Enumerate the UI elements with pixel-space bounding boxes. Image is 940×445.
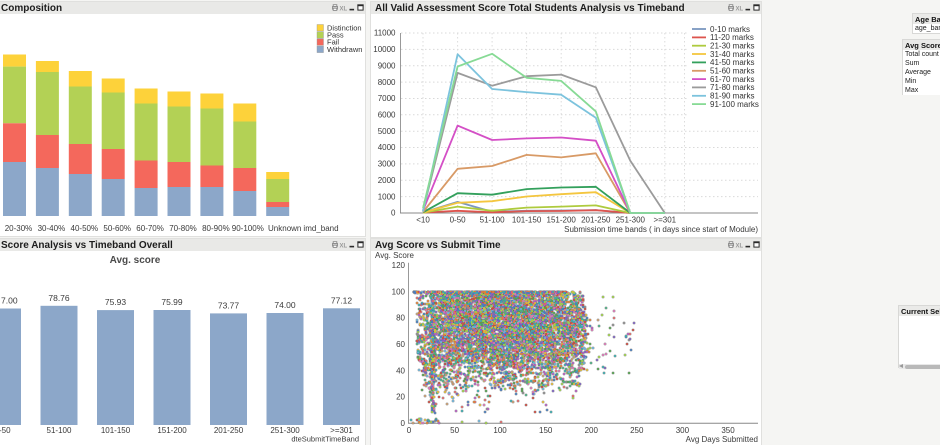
svg-text:251-300: 251-300 bbox=[616, 216, 646, 225]
svg-text:Fail: Fail bbox=[327, 38, 339, 47]
svg-text:80-90%: 80-90% bbox=[202, 224, 230, 233]
svg-text:40: 40 bbox=[396, 366, 405, 375]
svg-text:0-10 marks: 0-10 marks bbox=[710, 25, 750, 34]
svg-text:XL: XL bbox=[340, 243, 348, 249]
svg-text:0: 0 bbox=[391, 209, 396, 218]
svg-text:Submission time bands ( in day: Submission time bands ( in days since st… bbox=[564, 225, 758, 234]
svg-text:>=301: >=301 bbox=[330, 426, 353, 435]
svg-text:XL: XL bbox=[736, 6, 744, 12]
svg-text:Withdrawn: Withdrawn bbox=[327, 45, 362, 54]
svg-text:0-50: 0-50 bbox=[450, 216, 467, 225]
svg-text:Avg. Score: Avg. Score bbox=[375, 251, 415, 260]
svg-text:151-200: 151-200 bbox=[157, 426, 187, 435]
svg-text:100: 100 bbox=[493, 426, 507, 435]
svg-text:50: 50 bbox=[450, 426, 459, 435]
svg-text:<10: <10 bbox=[416, 216, 430, 225]
svg-text:71-80 marks: 71-80 marks bbox=[710, 83, 754, 92]
svg-text:dteSubmitTimeBand: dteSubmitTimeBand bbox=[291, 435, 359, 444]
svg-text:60-70%: 60-70% bbox=[136, 224, 164, 233]
svg-text:251-300: 251-300 bbox=[270, 426, 300, 435]
svg-text:1000: 1000 bbox=[378, 192, 396, 201]
svg-text:51-100: 51-100 bbox=[47, 426, 72, 435]
svg-text:Pass: Pass bbox=[327, 31, 344, 40]
svg-text:77.12: 77.12 bbox=[331, 295, 353, 305]
svg-text:imd_band: imd_band bbox=[303, 224, 338, 233]
svg-text:300: 300 bbox=[676, 426, 690, 435]
svg-text:9000: 9000 bbox=[378, 61, 396, 70]
svg-text:61-70 marks: 61-70 marks bbox=[710, 75, 754, 84]
svg-text:0: 0 bbox=[401, 419, 406, 428]
svg-text:41-50 marks: 41-50 marks bbox=[710, 58, 754, 67]
svg-text:XL: XL bbox=[340, 6, 348, 12]
svg-text:250: 250 bbox=[630, 426, 644, 435]
svg-text:350: 350 bbox=[721, 426, 735, 435]
svg-text:20-30%: 20-30% bbox=[5, 224, 33, 233]
svg-text:73.77: 73.77 bbox=[218, 300, 240, 310]
svg-text:75.99: 75.99 bbox=[161, 297, 183, 307]
svg-text:91-100 marks: 91-100 marks bbox=[710, 100, 759, 109]
svg-text:XL: XL bbox=[736, 243, 744, 249]
svg-text:0: 0 bbox=[407, 426, 412, 435]
svg-text:4000: 4000 bbox=[378, 143, 396, 152]
svg-text:70-80%: 70-80% bbox=[169, 224, 197, 233]
svg-text:2000: 2000 bbox=[378, 176, 396, 185]
svg-text:30-40%: 30-40% bbox=[38, 224, 66, 233]
svg-text:90-100%: 90-100% bbox=[232, 224, 264, 233]
svg-text:51-100: 51-100 bbox=[480, 216, 505, 225]
svg-text:8000: 8000 bbox=[378, 78, 396, 87]
svg-text:20: 20 bbox=[396, 393, 405, 402]
svg-text:11000: 11000 bbox=[374, 29, 396, 38]
svg-text:Avg Days Submitted: Avg Days Submitted bbox=[686, 435, 758, 444]
svg-text:6000: 6000 bbox=[378, 111, 396, 120]
svg-text:60: 60 bbox=[396, 340, 405, 349]
svg-text:51-60 marks: 51-60 marks bbox=[710, 67, 754, 76]
svg-text:200: 200 bbox=[585, 426, 599, 435]
svg-text:101-150: 101-150 bbox=[101, 426, 131, 435]
svg-text:201-250: 201-250 bbox=[581, 216, 611, 225]
svg-text:100: 100 bbox=[392, 287, 406, 296]
svg-text:80: 80 bbox=[396, 314, 405, 323]
svg-text:74.00: 74.00 bbox=[274, 300, 296, 310]
svg-text:0-50: 0-50 bbox=[0, 426, 11, 435]
svg-text:40-50%: 40-50% bbox=[71, 224, 99, 233]
svg-text:Distinction: Distinction bbox=[327, 23, 362, 32]
svg-text:151-200: 151-200 bbox=[547, 216, 577, 225]
svg-text:Unknown: Unknown bbox=[268, 224, 301, 233]
svg-text:21-30 marks: 21-30 marks bbox=[710, 42, 754, 51]
svg-text:78.76: 78.76 bbox=[48, 293, 70, 303]
svg-text:7.00: 7.00 bbox=[1, 296, 18, 306]
svg-text:>=301: >=301 bbox=[653, 216, 676, 225]
svg-text:75.93: 75.93 bbox=[105, 297, 127, 307]
svg-text:31-40 marks: 31-40 marks bbox=[710, 50, 754, 59]
svg-text:101-150: 101-150 bbox=[512, 216, 542, 225]
svg-text:3000: 3000 bbox=[378, 160, 396, 169]
svg-text:201-250: 201-250 bbox=[214, 426, 244, 435]
svg-text:5000: 5000 bbox=[378, 127, 396, 136]
svg-text:81-90 marks: 81-90 marks bbox=[710, 92, 754, 101]
svg-text:10000: 10000 bbox=[373, 45, 396, 54]
svg-text:120: 120 bbox=[392, 261, 406, 270]
svg-text:150: 150 bbox=[539, 426, 553, 435]
svg-text:11-20 marks: 11-20 marks bbox=[710, 33, 754, 42]
svg-text:50-60%: 50-60% bbox=[103, 224, 131, 233]
svg-text:7000: 7000 bbox=[378, 94, 396, 103]
svg-text:Avg. score: Avg. score bbox=[110, 255, 161, 266]
